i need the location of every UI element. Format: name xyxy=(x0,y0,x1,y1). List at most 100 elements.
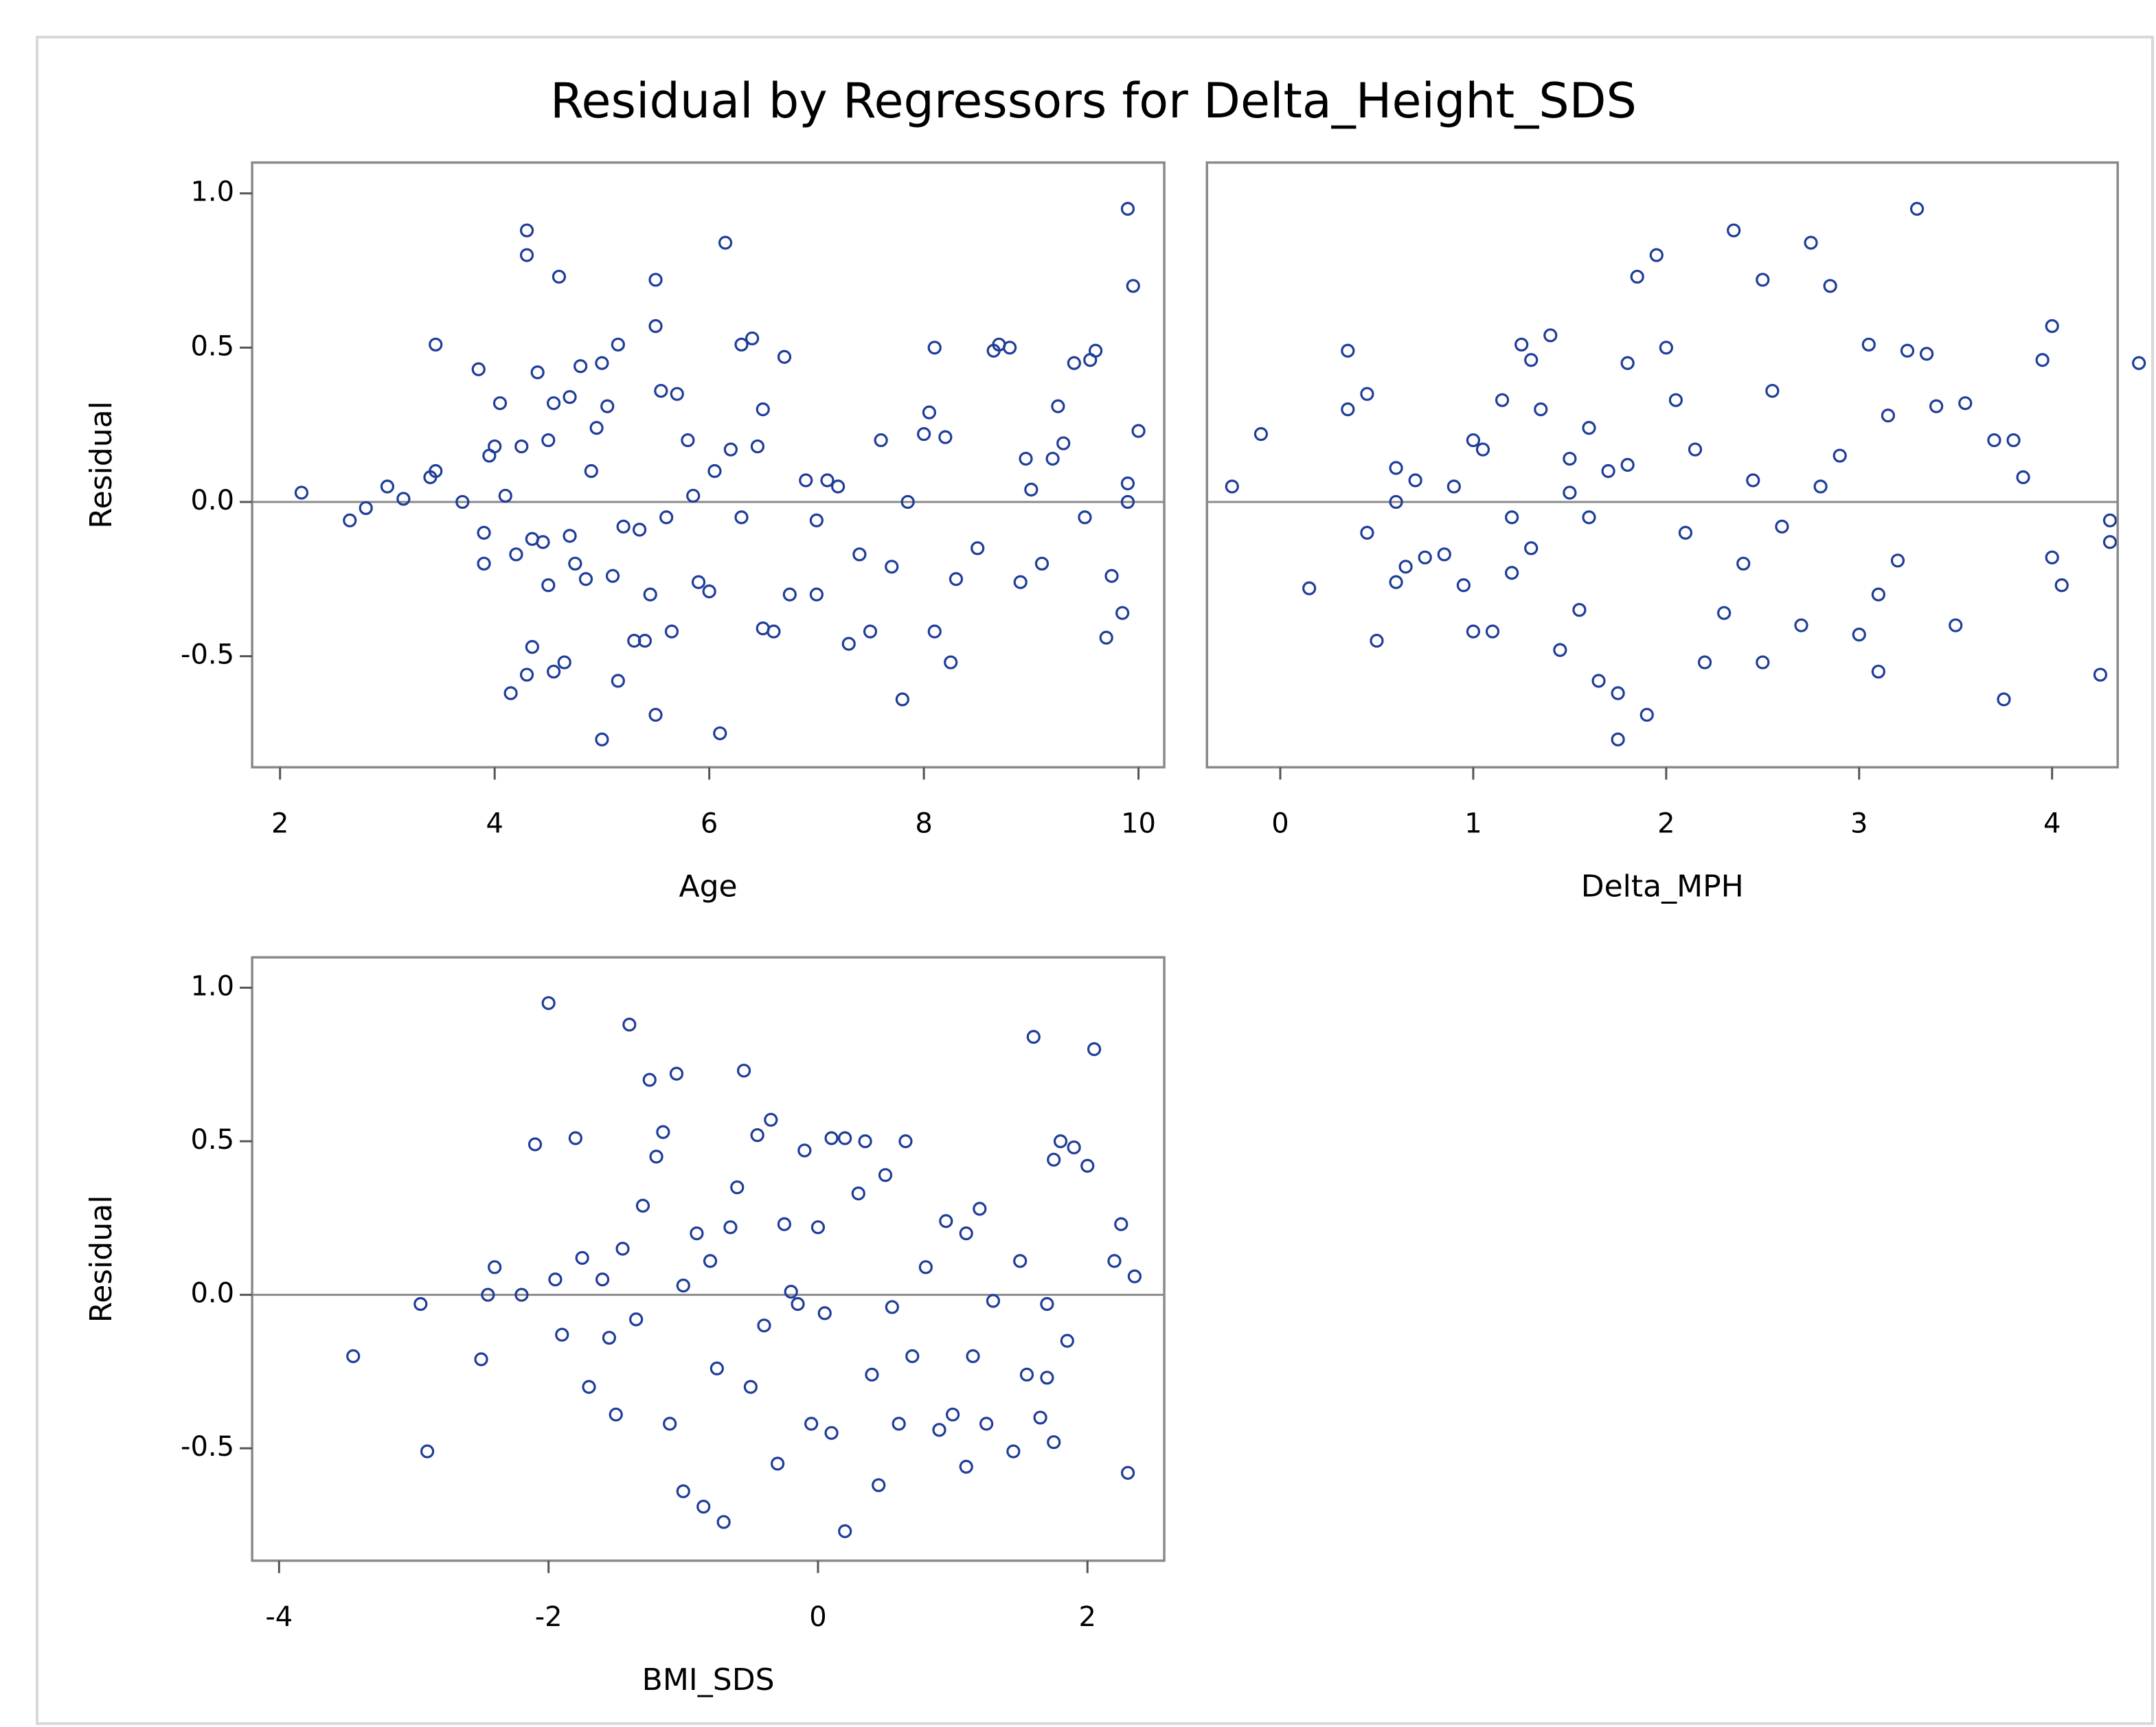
point xyxy=(986,1294,1001,1308)
point xyxy=(622,1017,637,1032)
point xyxy=(1505,510,1519,525)
point xyxy=(455,494,470,510)
x-tick-label: 0 xyxy=(809,1601,826,1633)
point xyxy=(1505,566,1519,580)
point xyxy=(851,1186,865,1201)
point xyxy=(2006,433,2021,448)
point xyxy=(1104,569,1119,583)
point xyxy=(1929,399,1944,413)
point xyxy=(1034,556,1049,571)
point xyxy=(1543,328,1558,343)
point xyxy=(1121,1465,1135,1480)
point xyxy=(939,1214,953,1228)
point xyxy=(481,1288,495,1302)
point xyxy=(568,1131,582,1145)
y-tick-label: 0.5 xyxy=(190,1124,234,1156)
x-axis-label: Delta_MPH xyxy=(1581,869,1744,904)
point xyxy=(1852,628,1866,642)
point xyxy=(1033,1410,1047,1425)
point xyxy=(420,1444,435,1459)
point xyxy=(1861,337,1876,352)
point xyxy=(519,248,534,262)
point xyxy=(605,569,620,583)
point xyxy=(1582,421,1596,435)
y-tick-label: 0.5 xyxy=(190,330,234,362)
point xyxy=(927,341,942,355)
point xyxy=(1040,1371,1054,1385)
point xyxy=(917,426,931,442)
point xyxy=(809,513,824,527)
point xyxy=(1067,1140,1081,1155)
point xyxy=(477,556,491,571)
point xyxy=(611,337,625,352)
point xyxy=(1997,692,2011,707)
point xyxy=(1900,343,1915,358)
point xyxy=(1051,399,1065,413)
y-tick-label: 0.0 xyxy=(190,1278,234,1309)
x-tick-label: 10 xyxy=(1121,808,1156,839)
x-tick-label: 8 xyxy=(915,808,932,839)
x-tick-label: 2 xyxy=(1079,1601,1096,1633)
y-axis-label: Residual xyxy=(84,1196,119,1323)
point xyxy=(1126,279,1140,293)
point xyxy=(1697,655,1712,670)
point xyxy=(1688,442,1703,457)
x-tick-label: -2 xyxy=(535,1601,563,1633)
point xyxy=(966,1349,980,1364)
point xyxy=(656,1125,670,1139)
point xyxy=(718,236,733,250)
point xyxy=(1620,356,1635,370)
point xyxy=(1601,464,1615,479)
point xyxy=(1958,396,1973,411)
point xyxy=(294,485,309,500)
point xyxy=(629,1312,644,1327)
point xyxy=(817,1306,832,1320)
point xyxy=(2045,319,2059,333)
point xyxy=(2102,535,2118,549)
point xyxy=(1088,343,1103,358)
plot-frame xyxy=(1205,161,2119,769)
point xyxy=(973,1202,987,1216)
point xyxy=(723,442,738,457)
point xyxy=(905,1349,920,1364)
point xyxy=(547,664,561,679)
point xyxy=(582,1380,596,1394)
point xyxy=(841,637,856,651)
point xyxy=(690,1226,704,1241)
x-tick-label: -4 xyxy=(265,1601,293,1633)
point xyxy=(1120,476,1135,491)
point xyxy=(642,1073,657,1087)
point xyxy=(702,584,716,599)
point xyxy=(1024,482,1039,497)
point xyxy=(771,1456,785,1471)
point xyxy=(1047,1435,1061,1450)
point xyxy=(971,541,985,556)
point xyxy=(1871,587,1885,602)
point xyxy=(1591,674,1606,688)
point xyxy=(878,1168,893,1182)
point xyxy=(359,501,373,516)
point xyxy=(1120,494,1135,510)
point xyxy=(1485,624,1500,639)
point xyxy=(589,421,604,435)
point xyxy=(863,624,878,639)
point xyxy=(654,384,668,398)
point xyxy=(1131,424,1146,438)
point xyxy=(1302,581,1317,595)
point xyxy=(784,1285,798,1299)
point xyxy=(865,1367,879,1382)
point xyxy=(1563,485,1577,500)
point xyxy=(527,1137,543,1152)
point xyxy=(797,1143,812,1158)
point xyxy=(1067,356,1081,370)
point xyxy=(858,1134,872,1149)
point xyxy=(1360,525,1374,540)
point xyxy=(1006,1444,1021,1459)
point xyxy=(791,1296,805,1312)
point xyxy=(1630,269,1644,284)
point xyxy=(584,464,598,479)
point xyxy=(659,510,674,525)
point xyxy=(1398,560,1413,574)
point xyxy=(1678,525,1693,540)
point xyxy=(1890,553,1905,568)
